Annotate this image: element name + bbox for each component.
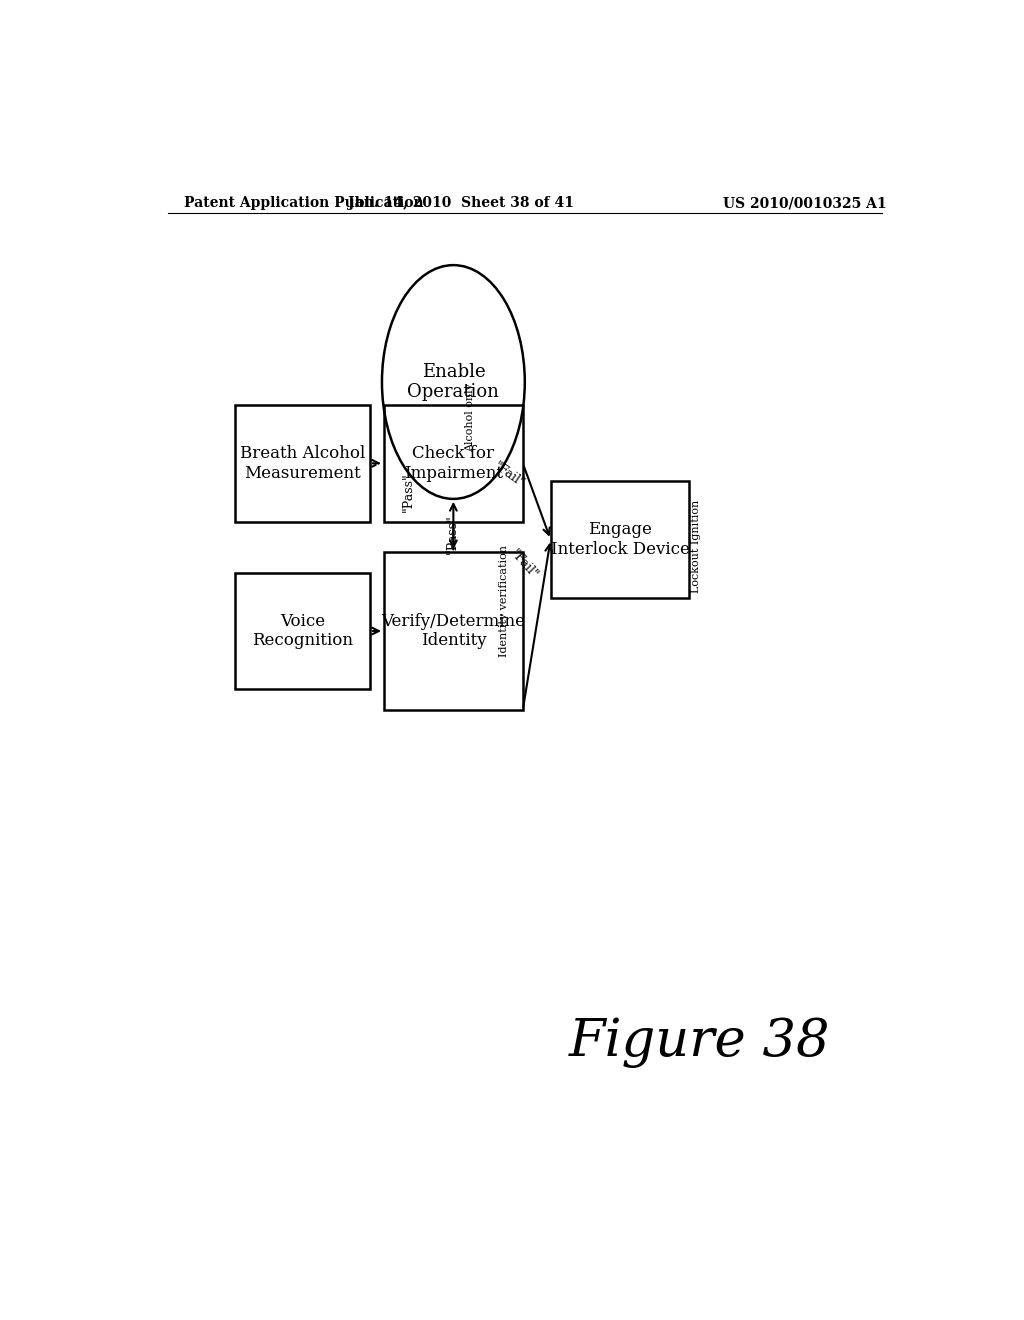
Text: Voice
Recognition: Voice Recognition: [252, 612, 353, 649]
Text: Enable
Operation: Enable Operation: [408, 363, 500, 401]
Bar: [551, 480, 689, 598]
Text: Figure 38: Figure 38: [568, 1018, 830, 1068]
Text: Engage
Interlock Device: Engage Interlock Device: [551, 521, 689, 558]
Text: Identity verification: Identity verification: [500, 545, 509, 656]
Text: US 2010/0010325 A1: US 2010/0010325 A1: [723, 197, 887, 210]
Text: Breath Alcohol
Measurement: Breath Alcohol Measurement: [240, 445, 366, 482]
Text: Verify/Determine
Identity: Verify/Determine Identity: [381, 612, 525, 649]
Text: Check for
Impairment: Check for Impairment: [403, 445, 503, 482]
Text: "Fail": "Fail": [492, 461, 527, 491]
Bar: [236, 405, 370, 521]
Text: "Pass": "Pass": [401, 473, 415, 512]
Bar: [236, 573, 370, 689]
Text: Patent Application Publication: Patent Application Publication: [183, 197, 423, 210]
Text: Jan. 14, 2010  Sheet 38 of 41: Jan. 14, 2010 Sheet 38 of 41: [348, 197, 574, 210]
Bar: [384, 405, 523, 521]
Text: Lockout Ignition: Lockout Ignition: [691, 500, 701, 593]
Text: "Fail": "Fail": [507, 548, 541, 582]
Bar: [384, 552, 523, 710]
Text: "Pass": "Pass": [445, 515, 459, 554]
Text: Alcohol only: Alcohol only: [465, 383, 475, 451]
